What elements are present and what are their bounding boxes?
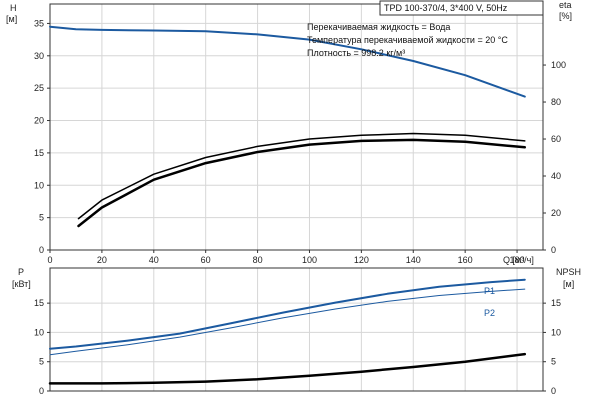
y-right-tick-label: 80 (551, 97, 561, 107)
bottom-series (48, 278, 527, 385)
bottom-tick-labels: 0 5 10 15 0 5 10 15 (34, 298, 561, 396)
y-right-label-symbol: eta (559, 0, 572, 10)
y-right-tick-label: 100 (551, 60, 566, 70)
y-left-tick-label: 0 (39, 245, 44, 255)
title-box (379, 0, 544, 16)
head-curve (49, 25, 526, 98)
chart-title: TPD 100-370/4, 3*400 V, 50Hz (384, 3, 508, 13)
p-axis-label-symbol: P (18, 267, 24, 277)
npsh-tick-label: 0 (551, 386, 556, 396)
y-right-tick-label: 60 (551, 134, 561, 144)
bottom-grid (49, 268, 543, 392)
npsh-tick-label: 10 (551, 327, 561, 337)
power-p1-curve (49, 278, 526, 350)
efficiency-curve-1 (77, 132, 526, 220)
x-tick-label: 180 (510, 255, 525, 265)
annotation-temperature: Температура перекачиваемой жидкости = 20… (307, 35, 508, 45)
series-label-p1: P1 (484, 286, 495, 296)
p-tick-label: 10 (34, 327, 44, 337)
power-npsh-panel: 0 5 10 15 0 5 10 15 P [кВт] NPSH [м] P1 P2 (12, 267, 581, 396)
top-tick-labels: 0 20 40 60 80 100 120 140 160 180 0 5 10 15 20 25 30 35 0 2… (34, 18, 566, 265)
y-left-label-symbol: H (10, 3, 17, 13)
annotation-density: Плотность = 998.2 кг/м³ (307, 48, 405, 58)
efficiency-curve-2 (77, 138, 527, 228)
y-left-tick-label: 35 (34, 18, 44, 28)
y-left-tick-label: 30 (34, 51, 44, 61)
x-tick-label: 20 (97, 255, 107, 265)
npsh-curve (48, 352, 527, 385)
x-tick-label: 40 (149, 255, 159, 265)
x-tick-label: 80 (253, 255, 263, 265)
y-left-tick-label: 25 (34, 83, 44, 93)
x-tick-label: 120 (354, 255, 369, 265)
y-left-tick-label: 5 (39, 213, 44, 223)
x-tick-label: 100 (302, 255, 317, 265)
y-left-tick-label: 15 (34, 148, 44, 158)
x-tick-label: 140 (406, 255, 421, 265)
y-left-tick-label: 10 (34, 180, 44, 190)
power-p2-curve (49, 288, 526, 356)
y-right-tick-label: 40 (551, 171, 561, 181)
y-right-tick-label: 20 (551, 208, 561, 218)
head-efficiency-panel: 0 20 40 60 80 100 120 140 160 180 0 5 10 15 20 25 30 35 0 2… (6, 0, 572, 265)
x-axis-label: Q [м³/ч] (503, 255, 534, 265)
annotation-liquid: Перекачиваемая жидкость = Вода (307, 22, 450, 32)
series-label-p2: P2 (484, 308, 495, 318)
x-tick-label: 160 (458, 255, 473, 265)
top-plot-frame (49, 3, 544, 251)
x-tick-label: 0 (47, 255, 52, 265)
bottom-plot-frame (49, 267, 544, 392)
npsh-axis-label-unit: [м] (563, 279, 574, 289)
y-left-tick-label: 20 (34, 116, 44, 126)
y-left-label-unit: [м] (6, 14, 17, 24)
x-tick-label: 60 (201, 255, 211, 265)
p-axis-label-unit: [кВт] (12, 279, 31, 289)
y-right-tick-label: 0 (551, 245, 556, 255)
p-tick-label: 5 (39, 357, 44, 367)
npsh-axis-label-symbol: NPSH (556, 267, 581, 277)
p-tick-label: 0 (39, 386, 44, 396)
npsh-tick-label: 15 (551, 298, 561, 308)
top-series (49, 25, 527, 228)
y-right-label-unit: [%] (559, 11, 572, 21)
npsh-tick-label: 5 (551, 357, 556, 367)
p-tick-label: 15 (34, 298, 44, 308)
